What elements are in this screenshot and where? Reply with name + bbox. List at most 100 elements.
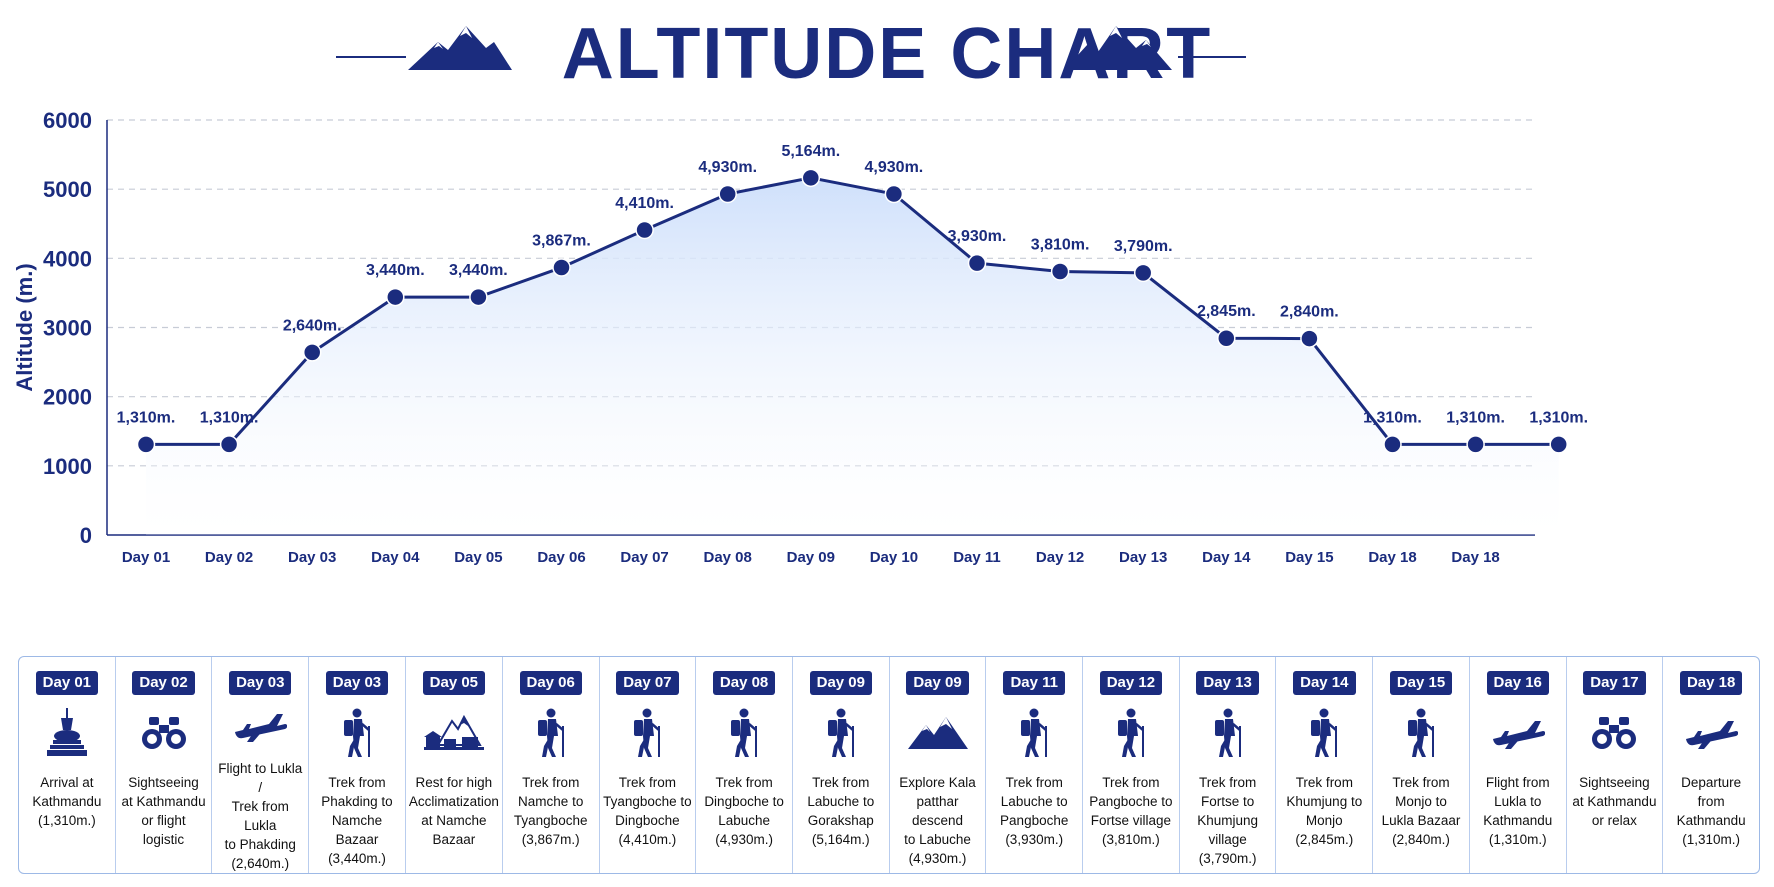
day-badge: Day 09 (809, 671, 872, 695)
title-rule-right (1178, 56, 1246, 58)
data-label: 2,845m. (1197, 303, 1256, 320)
data-point (1300, 329, 1319, 348)
mountain-icon (907, 707, 968, 759)
day-badge: Day 17 (1583, 671, 1646, 695)
data-point (219, 435, 239, 454)
itinerary-card: Day 11 Trek from Labuche to Pangboche (3,… (986, 657, 1084, 873)
x-tick-label: Day 15 (1285, 549, 1333, 566)
data-point (386, 287, 405, 307)
y-axis-label: Altitude (m.) (12, 263, 37, 391)
data-point (635, 220, 654, 240)
itinerary-card: Day 16 Flight from Lukla to Kathmandu (1,… (1470, 657, 1567, 873)
itinerary-card: Day 02 Sightseeing at Kathmandu or flight… (116, 657, 213, 873)
data-label: 5,164m. (781, 143, 840, 160)
altitude-area (146, 177, 1559, 535)
data-label: 1,310m. (117, 409, 176, 426)
day-badge: Day 18 (1679, 671, 1743, 695)
x-tick-label: Day 09 (787, 549, 835, 566)
data-point (136, 435, 156, 454)
data-label: 3,790m. (1114, 238, 1173, 255)
x-tick-label: Day 08 (704, 549, 752, 566)
card-description: Trek from Dingboche to Labuche (4,930m.) (704, 775, 784, 847)
y-tick-label: 4000 (43, 246, 92, 271)
data-point (884, 184, 904, 204)
data-label: 1,310m. (1363, 409, 1422, 426)
itinerary-card: Day 18 Departure from Kathmandu (1,310m.) (1663, 657, 1759, 873)
x-tick-label: Day 12 (1036, 549, 1084, 566)
card-description: Rest for high Acclimatization at Namche … (408, 775, 499, 847)
card-description: Departure from Kathmandu (1,310m.) (1676, 775, 1746, 847)
x-tick-label: Day 07 (620, 549, 668, 566)
x-tick-label: Day 06 (537, 549, 585, 566)
day-badge: Day 13 (1196, 671, 1259, 695)
data-point (718, 184, 737, 204)
day-badge: Day 03 (325, 671, 389, 695)
x-tick-label: Day 10 (870, 549, 918, 566)
card-description: Trek from Tyangboche to Dingboche (4,410… (603, 775, 692, 847)
data-label: 4,930m. (698, 159, 757, 176)
x-tick-label: Day 02 (205, 549, 253, 566)
day-badge: Day 14 (1293, 671, 1356, 695)
y-tick-label: 2000 (43, 385, 92, 410)
day-badge: Day 06 (519, 671, 582, 695)
hiker-icon (617, 707, 677, 759)
itinerary-card: Day 14 Trek from Khumjung to Monjo (2,845… (1276, 657, 1374, 873)
airplane-icon (1488, 707, 1548, 759)
itinerary-card: Day 12 Trek from Pangboche to Fortse vill… (1083, 657, 1180, 873)
card-description: Trek from Labuche to Gorakshap (5,164m.) (807, 775, 875, 847)
hiker-icon (521, 707, 581, 759)
data-point (1050, 262, 1070, 281)
data-label: 3,867m. (532, 233, 591, 250)
data-point (302, 343, 322, 362)
hiker-icon (1004, 707, 1064, 759)
hiker-icon (327, 707, 387, 759)
day-badge: Day 16 (1486, 671, 1549, 695)
itinerary-card: Day 09 Trek from Labuche to Gorakshap (5,… (793, 657, 890, 873)
day-badge: Day 03 (229, 671, 292, 695)
mountain-icon (408, 26, 512, 70)
x-tick-label: Day 05 (454, 549, 502, 566)
card-description: Arrival at Kathmandu (1,310m.) (32, 775, 102, 828)
card-description: Explore Kala patthar descend to Labuche … (899, 775, 976, 866)
card-description: Trek from Labuche to Pangboche (3,930m.) (1000, 775, 1069, 847)
x-tick-label: Day 18 (1451, 549, 1499, 566)
data-label: 1,310m. (1446, 409, 1505, 426)
card-description: Sightseeing at Kathmandu or flight logis… (121, 775, 206, 847)
airplane-icon (1681, 707, 1741, 759)
stupa-icon (37, 707, 97, 759)
itinerary-card: Day 07 Trek from Tyangboche to Dingboche … (600, 657, 697, 873)
x-tick-label: Day 11 (953, 549, 1001, 566)
day-badge: Day 11 (1003, 671, 1065, 695)
hiker-icon (1101, 707, 1161, 759)
data-label: 2,840m. (1280, 304, 1339, 321)
day-badge: Day 08 (712, 671, 776, 695)
x-tick-label: Day 13 (1119, 549, 1167, 566)
y-tick-label: 1000 (43, 454, 92, 479)
itinerary-card: Day 03 Flight to Lukla / Trek from Lukla … (212, 657, 310, 873)
itinerary-card: Day 17 Sightseeing at Kathmandu or relax (1567, 657, 1664, 873)
data-label: 4,410m. (615, 195, 674, 212)
x-tick-label: Day 14 (1202, 549, 1251, 566)
y-tick-label: 0 (80, 523, 92, 548)
y-tick-label: 6000 (43, 108, 92, 133)
data-point (469, 287, 488, 307)
itinerary-card: Day 06 Trek from Namche to Tyangboche (3,… (503, 657, 600, 873)
altitude-chart: 0 1000 2000 3000 4000 5000 6000 Altitude (m.) Da… (12, 108, 1588, 566)
card-description: Sightseeing at Kathmandu or relax (1572, 775, 1657, 828)
y-tick-label: 3000 (43, 316, 92, 341)
card-description: Trek from Khumjung to Monjo (2,845m.) (1286, 775, 1363, 847)
binoculars-icon (134, 707, 194, 759)
header: ALTITUDE CHART (0, 0, 1774, 100)
village-icon (423, 707, 484, 759)
data-point (1383, 435, 1402, 454)
hiker-icon (1294, 707, 1354, 759)
itinerary-card: Day 01 Arrival at Kathmandu (1,310m.) (19, 657, 116, 873)
itinerary-card: Day 03 Trek from Phakding to Namche Bazaa… (309, 657, 406, 873)
data-point (552, 258, 571, 277)
data-point (1133, 263, 1153, 283)
day-badge: Day 02 (132, 671, 195, 695)
day-badge: Day 12 (1099, 671, 1163, 695)
hiker-icon (811, 707, 871, 759)
hiker-icon (1391, 707, 1451, 759)
data-label: 4,930m. (865, 159, 924, 176)
